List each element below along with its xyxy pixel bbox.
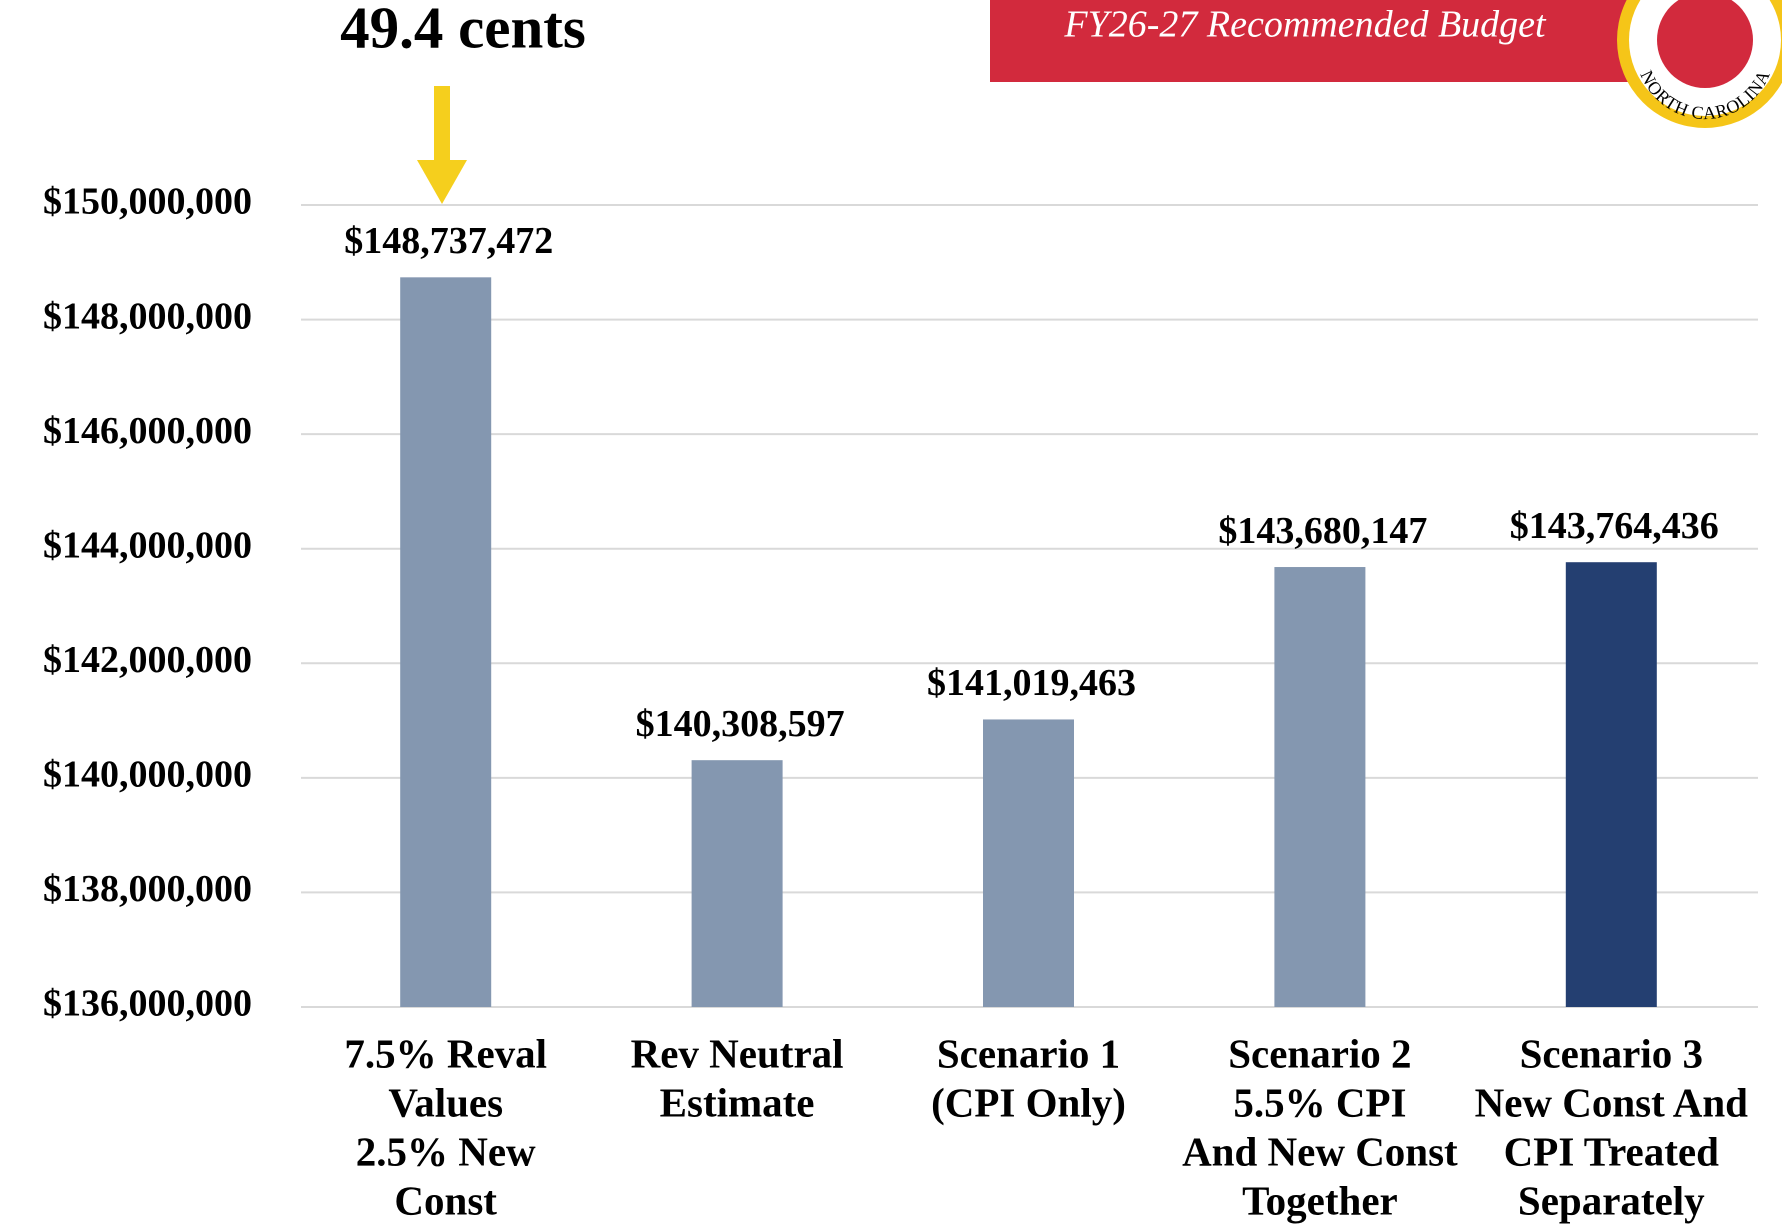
x-tick-label: Values	[388, 1079, 503, 1125]
x-tick-label: Together	[1242, 1177, 1398, 1223]
bar	[1274, 567, 1366, 1007]
y-tick-label: $136,000,000	[43, 983, 252, 1025]
bar	[983, 719, 1074, 1007]
y-tick-label: $142,000,000	[43, 639, 252, 681]
x-tick-label: Separately	[1518, 1177, 1705, 1223]
y-tick-label: $138,000,000	[43, 868, 252, 910]
x-tick-label: 5.5% CPI	[1233, 1079, 1406, 1125]
y-tick-label: $148,000,000	[43, 295, 252, 337]
bar	[400, 277, 492, 1007]
seal-center	[1657, 0, 1753, 88]
x-tick-label: Scenario 3	[1520, 1030, 1703, 1076]
value-label: $148,737,472	[344, 220, 553, 262]
y-tick-label: $146,000,000	[43, 410, 252, 452]
banner	[990, 0, 1635, 82]
bar	[691, 760, 783, 1007]
x-tick-label: New Const And	[1475, 1079, 1749, 1125]
value-label: $143,764,436	[1510, 505, 1719, 547]
banner-text: FY26-27 Recommended Budget	[1063, 4, 1547, 46]
x-tick-label: (CPI Only)	[931, 1079, 1126, 1125]
annotation: 49.4 cents	[340, 0, 586, 61]
seal: NORTH CAROLINA	[1617, 0, 1782, 128]
x-tick-label: Estimate	[660, 1079, 815, 1125]
bar	[1565, 562, 1657, 1007]
x-tick-label: Scenario 1	[937, 1030, 1120, 1076]
y-tick-label: $150,000,000	[43, 181, 252, 223]
x-tick-label: And New Const	[1182, 1128, 1458, 1174]
x-tick-label: Rev Neutral	[631, 1030, 844, 1076]
value-label: $140,308,597	[636, 703, 845, 745]
value-label: $141,019,463	[927, 662, 1136, 704]
x-tick-label: Const	[394, 1177, 497, 1223]
x-tick-label: 2.5% New	[356, 1128, 536, 1174]
y-tick-label: $140,000,000	[43, 754, 252, 796]
x-tick-label: 7.5% Reval	[344, 1030, 547, 1076]
x-tick-label: CPI Treated	[1504, 1128, 1719, 1174]
x-tick-label: Scenario 2	[1228, 1030, 1411, 1076]
value-label: $143,680,147	[1218, 510, 1427, 552]
arrow-head	[417, 160, 467, 204]
y-tick-label: $144,000,000	[43, 524, 252, 566]
